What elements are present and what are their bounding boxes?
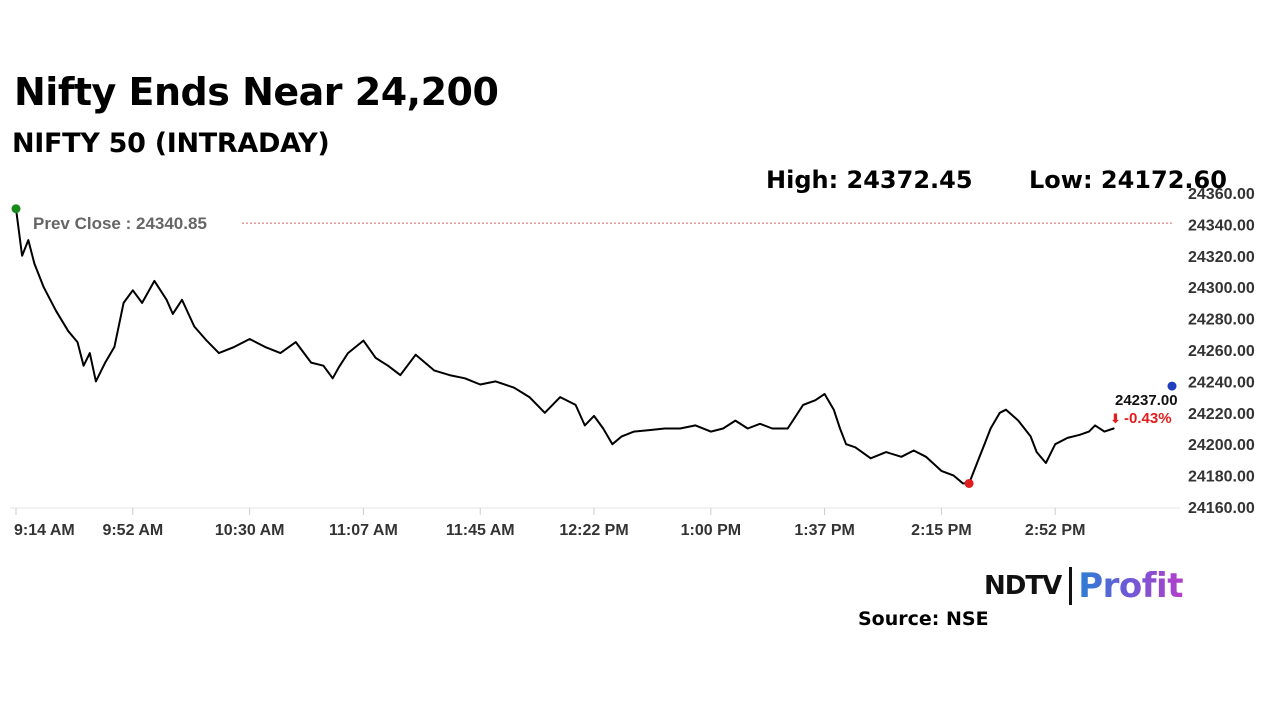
price-series-line [15,207,1115,485]
y-tick-label: 24200.00 [1188,437,1255,454]
logo-ndtv-text: NDTV [984,571,1062,601]
y-tick-label: 24240.00 [1188,374,1255,391]
chart-subtitle: NIFTY 50 (INTRADAY) [12,128,330,159]
logo-divider [1069,567,1073,605]
y-tick-label: 24280.00 [1188,312,1255,329]
x-tick-label: 2:15 PM [911,522,971,539]
x-tick-label: 9:14 AM [14,522,75,539]
x-tick-label: 11:07 AM [329,522,398,539]
x-tick-label: 1:00 PM [681,522,741,539]
y-tick-label: 24360.00 [1188,186,1255,203]
logo-profit-text: Profit [1078,566,1183,606]
x-tick-label: 2:52 PM [1025,522,1085,539]
marker-current [1167,381,1177,391]
x-tick-label: 1:37 PM [794,522,854,539]
chart-title: Nifty Ends Near 24,200 [14,70,499,114]
y-tick-label: 24160.00 [1188,500,1255,517]
low-value: Low: 24172.60 [1029,166,1227,194]
high-value: High: 24372.45 [766,166,973,194]
y-tick-label: 24340.00 [1188,217,1255,234]
x-tick-label: 9:52 AM [102,522,163,539]
y-tick-label: 24300.00 [1188,280,1255,297]
marker-low [964,478,974,488]
x-tick-label: 10:30 AM [215,522,285,539]
marker-open [11,204,21,214]
change-percent-label: -0.43% [1124,410,1172,427]
y-tick-label: 24320.00 [1188,249,1255,266]
x-tick-label: 11:45 AM [446,522,515,539]
y-tick-label: 24180.00 [1188,469,1255,486]
y-tick-label: 24260.00 [1188,343,1255,360]
x-tick-label: 12:22 PM [559,522,628,539]
change-arrow-icon: ⬇ [1110,412,1121,427]
ndtv-profit-logo: NDTV Profit [984,566,1183,606]
y-tick-label: 24220.00 [1188,406,1255,423]
source-note: Source: NSE [858,608,989,630]
last-value-label: 24237.00 [1115,392,1178,409]
prev-close-label: Prev Close : 24340.85 [33,214,207,233]
